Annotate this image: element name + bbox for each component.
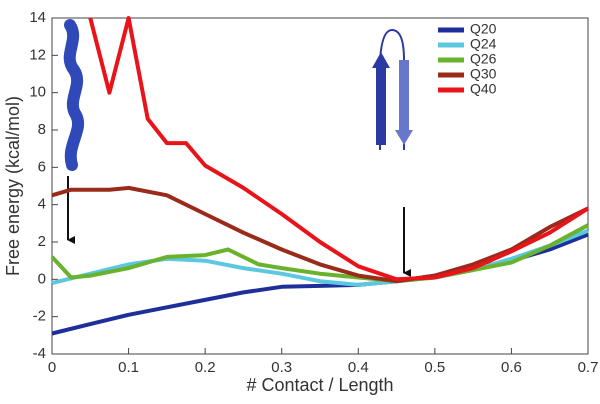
y-tick-label: 0 — [38, 270, 46, 287]
line-series — [50, 223, 589, 284]
x-tick-label: 0.2 — [195, 359, 216, 376]
line-series — [51, 185, 589, 284]
x-tick-label: 0.7 — [578, 359, 599, 376]
legend-label: Q24 — [470, 36, 497, 52]
strand-arrow — [395, 60, 413, 145]
strand-arrow — [372, 52, 390, 145]
hairpin-loop — [379, 28, 405, 150]
y-tick-label: 10 — [29, 84, 46, 101]
y-tick-label: 2 — [38, 233, 46, 250]
y-tick-label: 6 — [38, 158, 46, 175]
x-tick-label: 0.3 — [271, 359, 292, 376]
y-tick-label: 14 — [29, 9, 46, 26]
y-tick-label: -4 — [33, 345, 46, 362]
legend-label: Q20 — [470, 21, 497, 37]
x-tick-label: 0.4 — [348, 359, 369, 376]
y-tick-label: 8 — [38, 121, 46, 138]
helix-icon — [63, 19, 84, 171]
x-tick-label: 0.1 — [118, 359, 139, 376]
y-tick-label: -2 — [33, 308, 46, 325]
protein-illustrations — [63, 19, 413, 277]
x-tick-label: 0.6 — [501, 359, 522, 376]
legend-label: Q30 — [470, 66, 497, 82]
y-tick-label: 4 — [38, 196, 46, 213]
x-axis-label: # Contact / Length — [246, 375, 393, 395]
legend-label: Q40 — [470, 81, 497, 97]
plot-frame — [51, 17, 589, 355]
y-axis-label: Free energy (kcal/mol) — [3, 96, 23, 276]
x-tick-label: 0 — [48, 359, 56, 376]
line-series — [51, 228, 589, 287]
legend-label: Q26 — [470, 51, 497, 67]
x-tick-label: 0.5 — [424, 359, 445, 376]
y-tick-label: 12 — [29, 46, 46, 63]
line-series — [88, 16, 590, 282]
